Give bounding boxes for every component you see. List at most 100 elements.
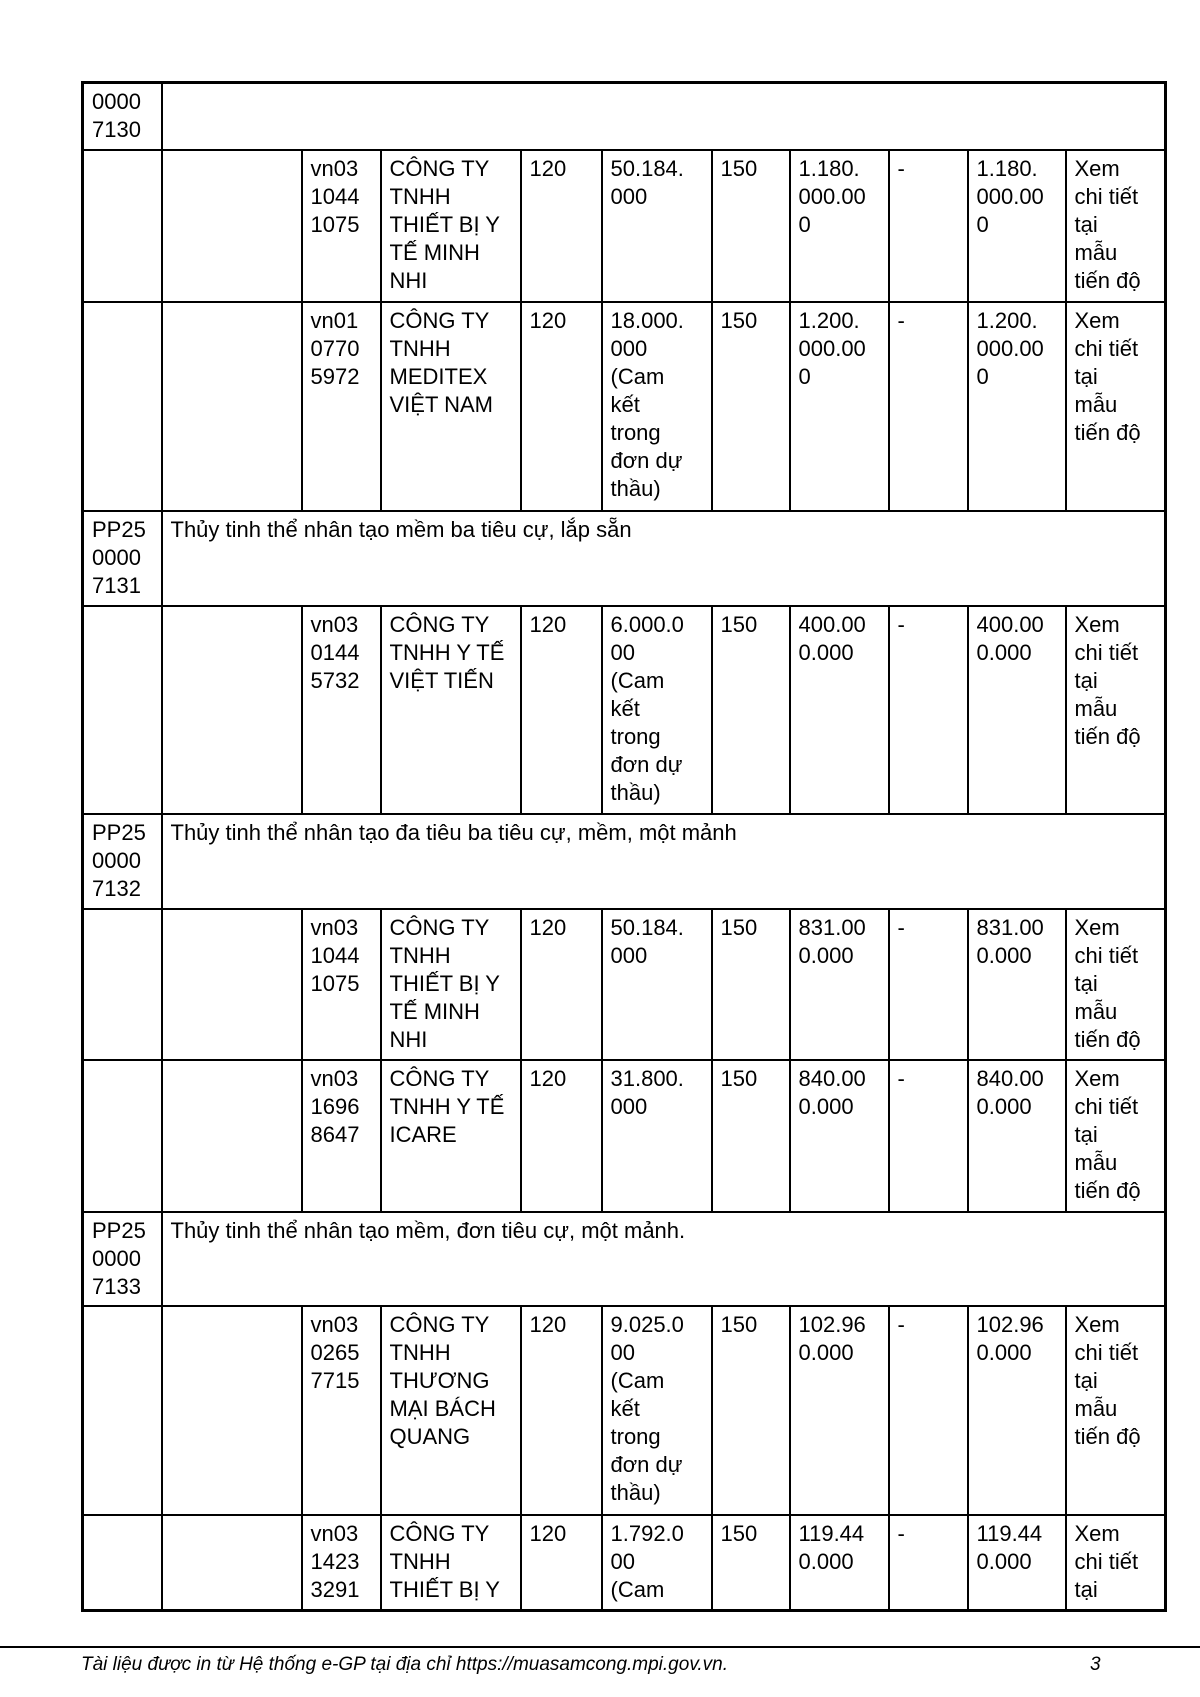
item-row: 0000 7130 [81, 81, 1167, 151]
value-cell: 150 [710, 1304, 791, 1516]
empty-cell [160, 1058, 303, 1213]
item-code-cell: PP25 0000 7131 [81, 509, 163, 607]
value-cell: 31.800. 000 [600, 1058, 713, 1213]
empty-cell [160, 1304, 303, 1516]
company-cell: CÔNG TY TNHH THIẾT BỊ Y [379, 1513, 522, 1612]
bid-row: vn03 1044 1075 CÔNG TY TNHH THIẾT BỊ Y TẾ… [81, 907, 1167, 1061]
value-cell: 120 [519, 148, 603, 303]
value-cell: 840.00 0.000 [788, 1058, 890, 1213]
footer-text: Tài liệu được in từ Hệ thống e-GP tại đị… [81, 1654, 729, 1675]
value-cell: 831.00 0.000 [788, 907, 890, 1061]
bidder-id-cell: vn03 1423 3291 [300, 1513, 382, 1612]
bid-row: vn03 1696 8647 CÔNG TY TNHH Y TẾ ICARE 120… [81, 1058, 1167, 1213]
bidder-id-cell: vn03 1044 1075 [300, 907, 382, 1061]
value-cell: - [887, 1513, 969, 1612]
item-name-cell: Thủy tinh thể nhân tạo mềm, đơn tiêu cự,… [160, 1210, 1167, 1307]
empty-cell [160, 300, 303, 512]
company-cell: CÔNG TY TNHH THIẾT BỊ Y TẾ MINH NHI [379, 148, 522, 303]
value-cell: 50.184. 000 [600, 907, 713, 1061]
value-cell: - [887, 1058, 969, 1213]
empty-cell [160, 604, 303, 815]
empty-cell [160, 1513, 303, 1612]
value-cell: 120 [519, 604, 603, 815]
company-cell: CÔNG TY TNHH Y TẾ ICARE [379, 1058, 522, 1213]
item-code-cell: 0000 7130 [81, 81, 163, 151]
value-cell: 119.44 0.000 [966, 1513, 1067, 1612]
bid-row: vn03 0144 5732 CÔNG TY TNHH Y TẾ VIỆT TIẾ… [81, 604, 1167, 815]
empty-cell [81, 1304, 163, 1516]
empty-cell [81, 604, 163, 815]
company-cell: CÔNG TY TNHH Y TẾ VIỆT TIẾN [379, 604, 522, 815]
value-cell: 9.025.0 00 (Cam kết trong đơn dự thầu) [600, 1304, 713, 1516]
empty-cell [81, 907, 163, 1061]
detail-cell: Xem chi tiết tại mẫu tiến độ [1064, 300, 1167, 512]
detail-cell: Xem chi tiết tại mẫu tiến độ [1064, 907, 1167, 1061]
bid-row: vn03 0265 7715 CÔNG TY TNHH THƯƠNG MẠI BÁ… [81, 1304, 1167, 1516]
value-cell: 119.44 0.000 [788, 1513, 890, 1612]
detail-cell: Xem chi tiết tại mẫu tiến độ [1064, 604, 1167, 815]
value-cell: - [887, 300, 969, 512]
item-name-cell: Thủy tinh thể nhân tạo đa tiêu ba tiêu c… [160, 812, 1167, 910]
detail-cell: Xem chi tiết tại [1064, 1513, 1167, 1612]
item-name-cell [160, 81, 1167, 151]
company-cell: CÔNG TY TNHH MEDITEX VIỆT NAM [379, 300, 522, 512]
item-code-cell: PP25 0000 7133 [81, 1210, 163, 1307]
bidder-id-cell: vn03 0144 5732 [300, 604, 382, 815]
value-cell: 18.000. 000 (Cam kết trong đơn dự thầu) [600, 300, 713, 512]
value-cell: 102.96 0.000 [788, 1304, 890, 1516]
value-cell: - [887, 907, 969, 1061]
value-cell: 120 [519, 1058, 603, 1213]
value-cell: 1.200. 000.00 0 [788, 300, 890, 512]
value-cell: 120 [519, 300, 603, 512]
value-cell: 6.000.0 00 (Cam kết trong đơn dự thầu) [600, 604, 713, 815]
bid-results-table: 0000 7130 vn03 1044 1075 CÔNG TY TNHH THIẾ… [81, 81, 1168, 1612]
value-cell: 400.00 0.000 [788, 604, 890, 815]
bidder-id-cell: vn03 1044 1075 [300, 148, 382, 303]
value-cell: 120 [519, 907, 603, 1061]
bid-row: vn03 1044 1075 CÔNG TY TNHH THIẾT BỊ Y TẾ… [81, 148, 1167, 303]
company-cell: CÔNG TY TNHH THIẾT BỊ Y TẾ MINH NHI [379, 907, 522, 1061]
empty-cell [81, 148, 163, 303]
detail-cell: Xem chi tiết tại mẫu tiến độ [1064, 1304, 1167, 1516]
company-cell: CÔNG TY TNHH THƯƠNG MẠI BÁCH QUANG [379, 1304, 522, 1516]
value-cell: - [887, 1304, 969, 1516]
value-cell: 1.792.0 00 (Cam [600, 1513, 713, 1612]
value-cell: 150 [710, 300, 791, 512]
empty-cell [81, 300, 163, 512]
value-cell: 50.184. 000 [600, 148, 713, 303]
value-cell: 1.180. 000.00 0 [788, 148, 890, 303]
bid-row: vn03 1423 3291 CÔNG TY TNHH THIẾT BỊ Y 120… [81, 1513, 1167, 1612]
value-cell: 400.00 0.000 [966, 604, 1067, 815]
value-cell: 150 [710, 1513, 791, 1612]
value-cell: 120 [519, 1513, 603, 1612]
item-row: PP25 0000 7131 Thủy tinh thể nhân tạo mềm… [81, 509, 1167, 607]
bidder-id-cell: vn03 1696 8647 [300, 1058, 382, 1213]
detail-cell: Xem chi tiết tại mẫu tiến độ [1064, 1058, 1167, 1213]
value-cell: 102.96 0.000 [966, 1304, 1067, 1516]
value-cell: 150 [710, 148, 791, 303]
value-cell: 1.180. 000.00 0 [966, 148, 1067, 303]
value-cell: 150 [710, 1058, 791, 1213]
empty-cell [81, 1058, 163, 1213]
detail-cell: Xem chi tiết tại mẫu tiến độ [1064, 148, 1167, 303]
item-row: PP25 0000 7132 Thủy tinh thể nhân tạo đa … [81, 812, 1167, 910]
value-cell: 831.00 0.000 [966, 907, 1067, 1061]
value-cell: 150 [710, 907, 791, 1061]
item-name-cell: Thủy tinh thể nhân tạo mềm ba tiêu cự, l… [160, 509, 1167, 607]
page-number: 3 [1090, 1654, 1101, 1675]
value-cell: - [887, 604, 969, 815]
value-cell: 1.200. 000.00 0 [966, 300, 1067, 512]
bid-row: vn01 0770 5972 CÔNG TY TNHH MEDITEX VIỆT … [81, 300, 1167, 512]
value-cell: 120 [519, 1304, 603, 1516]
bidder-id-cell: vn03 0265 7715 [300, 1304, 382, 1516]
empty-cell [81, 1513, 163, 1612]
item-row: PP25 0000 7133 Thủy tinh thể nhân tạo mềm… [81, 1210, 1167, 1307]
value-cell: 150 [710, 604, 791, 815]
bidder-id-cell: vn01 0770 5972 [300, 300, 382, 512]
footer-divider [0, 1646, 1200, 1648]
value-cell: 840.00 0.000 [966, 1058, 1067, 1213]
item-code-cell: PP25 0000 7132 [81, 812, 163, 910]
value-cell: - [887, 148, 969, 303]
empty-cell [160, 148, 303, 303]
empty-cell [160, 907, 303, 1061]
